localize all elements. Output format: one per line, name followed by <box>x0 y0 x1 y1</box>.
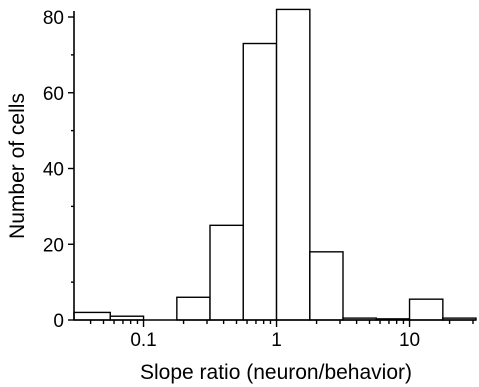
histogram-bar-6 <box>275 8 311 321</box>
y-tick-label-20: 20 <box>43 235 64 256</box>
labels-group: Slope ratio (neuron/behavior) Number of … <box>6 93 412 384</box>
bars-group <box>73 8 477 321</box>
x-tick-label-1: 1 <box>271 330 282 351</box>
histogram-bar-10 <box>408 298 444 321</box>
histogram-bar-7 <box>309 251 344 321</box>
x-axis-label: Slope ratio (neuron/behavior) <box>140 361 412 384</box>
y-tick-label-40: 40 <box>43 160 64 181</box>
x-tick-label-0.1: 0.1 <box>130 330 156 351</box>
axes-group: 0 20 40 60 80 0.1 1 10 <box>43 8 476 351</box>
y-axis-label: Number of cells <box>6 93 29 239</box>
y-tick-label-80: 80 <box>43 8 64 29</box>
histogram-bar-3 <box>176 296 211 321</box>
y-tick-label-60: 60 <box>43 84 64 105</box>
histogram-bar-5 <box>242 42 278 321</box>
histogram-bar-0 <box>73 311 111 321</box>
histogram-bar-4 <box>209 224 244 321</box>
x-tick-label-10: 10 <box>399 330 420 351</box>
y-tick-label-0: 0 <box>53 311 64 332</box>
